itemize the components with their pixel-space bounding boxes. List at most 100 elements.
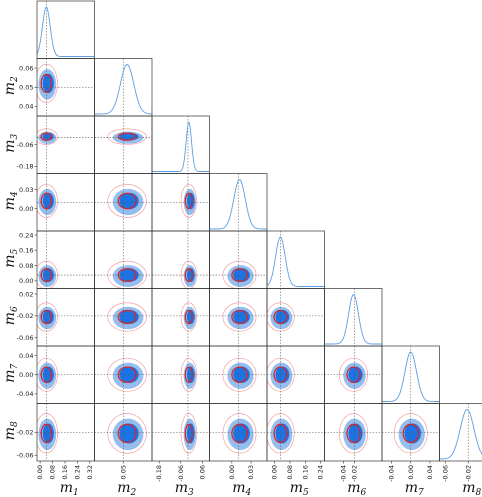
y-tick-label: -0.18 bbox=[17, 163, 34, 171]
panel-m_7-vs-m_5 bbox=[266, 345, 325, 404]
panel-m_4-vs-m_1 bbox=[36, 173, 95, 232]
panel-m_5-vs-m_5 bbox=[266, 230, 325, 289]
x-tick-label: 0.24 bbox=[73, 465, 81, 479]
panel-m_8-vs-m_1 bbox=[36, 403, 95, 462]
fisher-1sigma bbox=[231, 309, 248, 325]
panel-frame bbox=[151, 115, 210, 174]
panel-m_7-vs-m_4 bbox=[209, 345, 268, 404]
panel-m_8-vs-m_6 bbox=[324, 403, 383, 462]
panel-m_3-vs-m_1 bbox=[36, 115, 95, 174]
x-tick-label: 0.16 bbox=[61, 465, 69, 479]
posterior-1sigma bbox=[42, 132, 54, 141]
y-tick-label: -0.06 bbox=[17, 452, 34, 460]
posterior-1sigma bbox=[42, 309, 54, 325]
panel-m_3-vs-m_3 bbox=[151, 115, 210, 174]
panel-m_7-vs-m_6 bbox=[324, 345, 383, 404]
fisher-1sigma bbox=[117, 192, 137, 210]
fisher-2sigma bbox=[107, 413, 147, 454]
marginal-m_5 bbox=[267, 236, 325, 287]
fisher-1sigma bbox=[346, 366, 361, 383]
x-tick-label: -0.02 bbox=[351, 465, 359, 482]
x-axis-label-m_7: m7 bbox=[405, 480, 424, 497]
panel-m_6-vs-m_2 bbox=[94, 288, 153, 347]
panel-m_1-vs-m_1 bbox=[36, 0, 95, 59]
panel-m_7-vs-m_3 bbox=[151, 345, 210, 404]
x-tick-label: -0.18 bbox=[155, 465, 163, 482]
fisher-1sigma bbox=[117, 268, 137, 283]
y-tick-label: -0.04 bbox=[17, 390, 34, 398]
x-tick-label: 0.06 bbox=[198, 465, 206, 479]
y-tick-label: 0.04 bbox=[19, 352, 33, 360]
fisher-1sigma bbox=[117, 423, 137, 444]
fisher-1sigma bbox=[346, 423, 361, 444]
x-tick-label: 0.03 bbox=[247, 465, 255, 479]
panel-m_5-vs-m_3 bbox=[151, 230, 210, 289]
y-axis-label-m_4: m4 bbox=[2, 191, 20, 210]
x-axis-label-m_3: m3 bbox=[175, 480, 194, 497]
x-axis-label-m_4: m4 bbox=[232, 480, 251, 497]
y-tick-label: 0.24 bbox=[19, 231, 33, 239]
panel-m_3-vs-m_2 bbox=[94, 115, 153, 174]
posterior-1sigma bbox=[42, 73, 54, 94]
y-axis-label-m_2: m2 bbox=[2, 76, 20, 95]
x-axis-label-m_1: m1 bbox=[60, 480, 79, 497]
fisher-1sigma bbox=[117, 132, 137, 141]
y-tick-label: -0.06 bbox=[17, 141, 34, 149]
marginal-m_6 bbox=[324, 294, 382, 345]
fisher-2sigma bbox=[180, 260, 197, 289]
y-tick-label: 0.00 bbox=[19, 371, 33, 379]
x-tick-label: 0.00 bbox=[271, 465, 279, 479]
panel-m_8-vs-m_3 bbox=[151, 403, 210, 462]
x-tick-label: 0.32 bbox=[86, 465, 94, 479]
marginal-m_3 bbox=[152, 121, 210, 172]
posterior-1sigma bbox=[186, 268, 195, 282]
panel-m_7-vs-m_2 bbox=[94, 345, 153, 404]
y-axis-label-m_3: m3 bbox=[2, 133, 20, 152]
panel-m_8-vs-m_7 bbox=[381, 403, 440, 462]
panel-m_8-vs-m_2 bbox=[94, 403, 153, 462]
y-axis-label-m_8: m8 bbox=[2, 421, 20, 440]
panel-frame bbox=[151, 230, 210, 289]
fisher-1sigma bbox=[184, 309, 194, 325]
fisher-2sigma bbox=[180, 184, 197, 218]
panel-m_5-vs-m_4 bbox=[209, 230, 268, 289]
fisher-1sigma bbox=[231, 423, 248, 444]
fisher-2sigma bbox=[222, 302, 257, 332]
fisher-2sigma bbox=[180, 302, 197, 332]
fisher-2sigma bbox=[180, 357, 197, 392]
posterior-1sigma bbox=[186, 192, 195, 210]
panel-m_5-vs-m_2 bbox=[94, 230, 153, 289]
y-tick-label: 0.08 bbox=[19, 262, 33, 270]
panel-m_6-vs-m_6 bbox=[324, 288, 383, 347]
panel-m_6-vs-m_5 bbox=[266, 288, 325, 347]
y-tick-label: -0.06 bbox=[17, 334, 34, 342]
panel-m_8-vs-m_4 bbox=[209, 403, 268, 462]
y-tick-label: 0.02 bbox=[19, 290, 33, 298]
fisher-1sigma bbox=[117, 366, 137, 383]
x-tick-label: 0.05 bbox=[119, 465, 127, 479]
x-tick-label: -0.04 bbox=[340, 465, 348, 482]
x-tick-label: 0.08 bbox=[49, 465, 57, 479]
y-tick-label: 0.00 bbox=[19, 205, 33, 213]
fisher-2sigma bbox=[107, 184, 147, 218]
fisher-1sigma bbox=[40, 192, 53, 210]
marginal-m_4 bbox=[209, 179, 267, 230]
x-tick-label: 0.16 bbox=[301, 465, 309, 479]
posterior-1sigma bbox=[42, 423, 54, 444]
panel-m_4-vs-m_3 bbox=[151, 173, 210, 232]
panel-frame bbox=[266, 230, 325, 289]
y-axis-label-m_5: m5 bbox=[2, 248, 20, 267]
y-tick-label: -0.02 bbox=[17, 429, 34, 437]
fisher-2sigma bbox=[37, 63, 58, 104]
x-tick-label: 0.00 bbox=[36, 465, 44, 479]
panel-m_6-vs-m_3 bbox=[151, 288, 210, 347]
y-tick-label: 0.06 bbox=[19, 64, 33, 72]
y-tick-label: 0.03 bbox=[19, 186, 33, 194]
panel-m_8-vs-m_5 bbox=[266, 403, 325, 462]
fisher-1sigma bbox=[184, 192, 194, 210]
x-tick-label: 0.00 bbox=[228, 465, 236, 479]
y-tick-label: 0.04 bbox=[19, 103, 33, 111]
y-tick-label: -0.02 bbox=[17, 312, 34, 320]
y-tick-label: 0.00 bbox=[19, 277, 33, 285]
